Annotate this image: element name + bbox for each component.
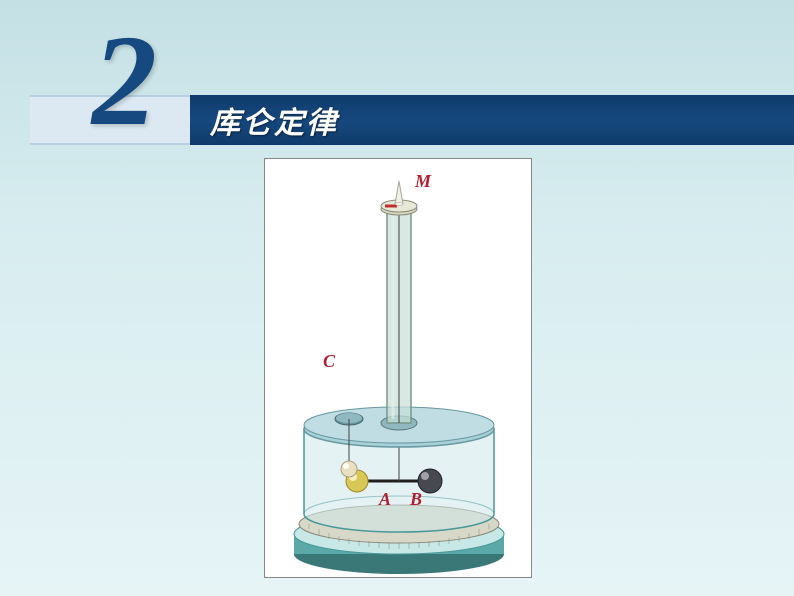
label-A: A — [379, 489, 391, 510]
apparatus-svg — [265, 159, 533, 579]
header-right-block: 库仑定律 — [190, 95, 794, 145]
torsion-balance-diagram: M C A B — [264, 158, 532, 578]
page-title: 库仑定律 — [210, 98, 338, 142]
label-C: C — [323, 351, 335, 372]
label-B: B — [410, 489, 422, 510]
chapter-number: 2 — [92, 16, 157, 146]
label-M: M — [415, 171, 431, 192]
